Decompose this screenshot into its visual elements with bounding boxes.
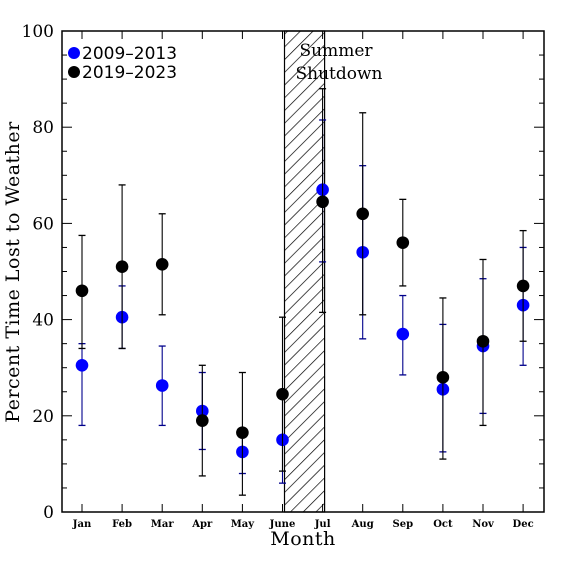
x-tick-label: May [231,519,256,530]
data-point [155,379,169,392]
data-point [236,426,249,439]
data-point [476,334,490,348]
data-point [316,195,329,209]
x-tick-label: June [269,519,296,530]
x-tick-label: Jul [314,519,331,530]
x-tick-label: Jan [72,519,92,530]
annotation-shutdown: Shutdown [296,64,383,84]
y-tick-label: 0 [43,503,54,523]
data-series [75,88,530,496]
y-axis-title: Percent Time Lost to Weather [2,121,24,423]
data-point [396,236,410,249]
y-tick-labels: 0 20 40 60 80 100 [22,22,54,523]
data-point [356,207,370,221]
data-point [396,327,410,341]
legend-marker-2019-2023 [68,66,80,78]
y-tick-label: 80 [32,118,54,138]
x-tick-label: Feb [112,519,132,530]
x-tick-label: Mar [151,519,175,530]
series-1 [75,88,530,496]
y-tick-label: 40 [32,311,54,331]
data-point [155,257,169,271]
legend-label-2009-2013: 2009–2013 [82,44,177,64]
y-tick-label: 20 [32,407,54,427]
data-point [436,371,450,384]
x-tick-label: Apr [191,519,213,530]
annotation-summer: Summer [299,41,373,61]
data-point [516,279,530,293]
x-tick-label: Sep [393,519,414,530]
y-tick-label: 60 [32,214,54,234]
x-axis-title: Month [270,528,336,550]
data-point [75,284,89,298]
shutdown-hatch [283,30,326,513]
summer-shutdown-region [283,30,326,513]
legend-marker-2009-2013 [68,47,80,59]
x-tick-label: Nov [472,519,495,530]
x-tick-label: Dec [513,519,534,530]
data-point [115,260,129,273]
legend: 2009–2013 2019–2023 [68,44,177,83]
axis-ticks [62,30,544,513]
plot-frame [61,30,545,513]
data-point [276,387,289,401]
data-point [196,414,209,427]
x-tick-labels: Jan Feb Mar Apr May June Jul Aug Sep Oct Nov Dec [72,519,534,530]
y-tick-label: 100 [22,22,54,42]
x-tick-label: Oct [433,519,453,530]
legend-label-2019-2023: 2019–2023 [82,63,177,83]
x-tick-label: Aug [351,519,374,530]
data-point [75,358,89,372]
